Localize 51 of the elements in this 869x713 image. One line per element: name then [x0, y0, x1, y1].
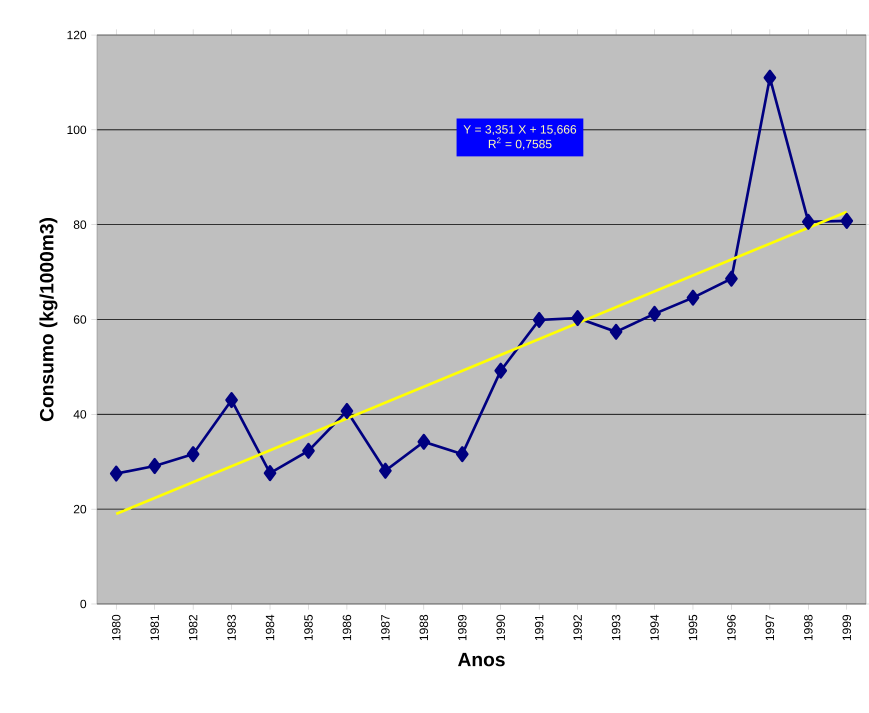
x-tick-label: 1991 [534, 614, 544, 640]
point [764, 70, 776, 86]
x-axis-title: Anos [458, 652, 505, 666]
point [379, 462, 392, 479]
point [417, 434, 430, 450]
x-tick-label: 1988 [420, 614, 428, 640]
y-tick-label: 40 [74, 410, 86, 419]
point [456, 446, 469, 462]
x-tick-label: 1989 [458, 614, 467, 640]
x-tick-label: 1980 [112, 614, 120, 640]
x-tick-label: 1995 [688, 614, 698, 640]
point [225, 392, 238, 408]
point [571, 310, 584, 326]
point [110, 466, 123, 482]
y-tick-label: 60 [74, 315, 86, 324]
x-tick-label: 1982 [188, 615, 198, 640]
x-tick-label: 1996 [727, 614, 736, 640]
y-tick-label: 120 [68, 30, 86, 40]
point [802, 214, 815, 230]
y-tick-label: 100 [68, 126, 86, 134]
point [686, 290, 700, 306]
point [148, 458, 162, 474]
point [186, 446, 200, 462]
point [264, 465, 276, 482]
x-tick-label: 1998 [804, 614, 813, 640]
x-tick-label: 1987 [381, 615, 390, 640]
x-tick-label: 1999 [842, 614, 852, 640]
x-tick-label: 1984 [266, 614, 274, 640]
point [532, 312, 546, 328]
x-tick-label: 1992 [573, 615, 582, 640]
y-tick-label: 20 [74, 504, 86, 514]
x-tick-label: 1983 [227, 614, 236, 640]
x-tick-label: 1997 [766, 615, 774, 640]
point [494, 362, 508, 379]
x-tick-label: 1994 [650, 614, 659, 640]
x-tick-label: 1985 [304, 614, 313, 640]
point [648, 306, 661, 322]
y-tick-label: 80 [74, 220, 86, 229]
point [340, 403, 354, 420]
y-tick-label: 0 [80, 600, 86, 608]
point [610, 324, 622, 340]
annotation: R$^{2}$ = 0,7585 [488, 137, 552, 150]
x-tick-label: 1986 [342, 614, 352, 640]
x-tick-label: 1990 [496, 614, 505, 640]
point [302, 442, 315, 459]
x-tick-label: 1981 [150, 614, 159, 640]
x-tick-label: 1993 [612, 614, 620, 640]
annotation: Y = 3,351 X + 15,666 [464, 125, 576, 136]
point [725, 270, 738, 287]
y-axis-title: Consumo (kg/1000m3) [39, 218, 58, 422]
point [840, 212, 854, 229]
